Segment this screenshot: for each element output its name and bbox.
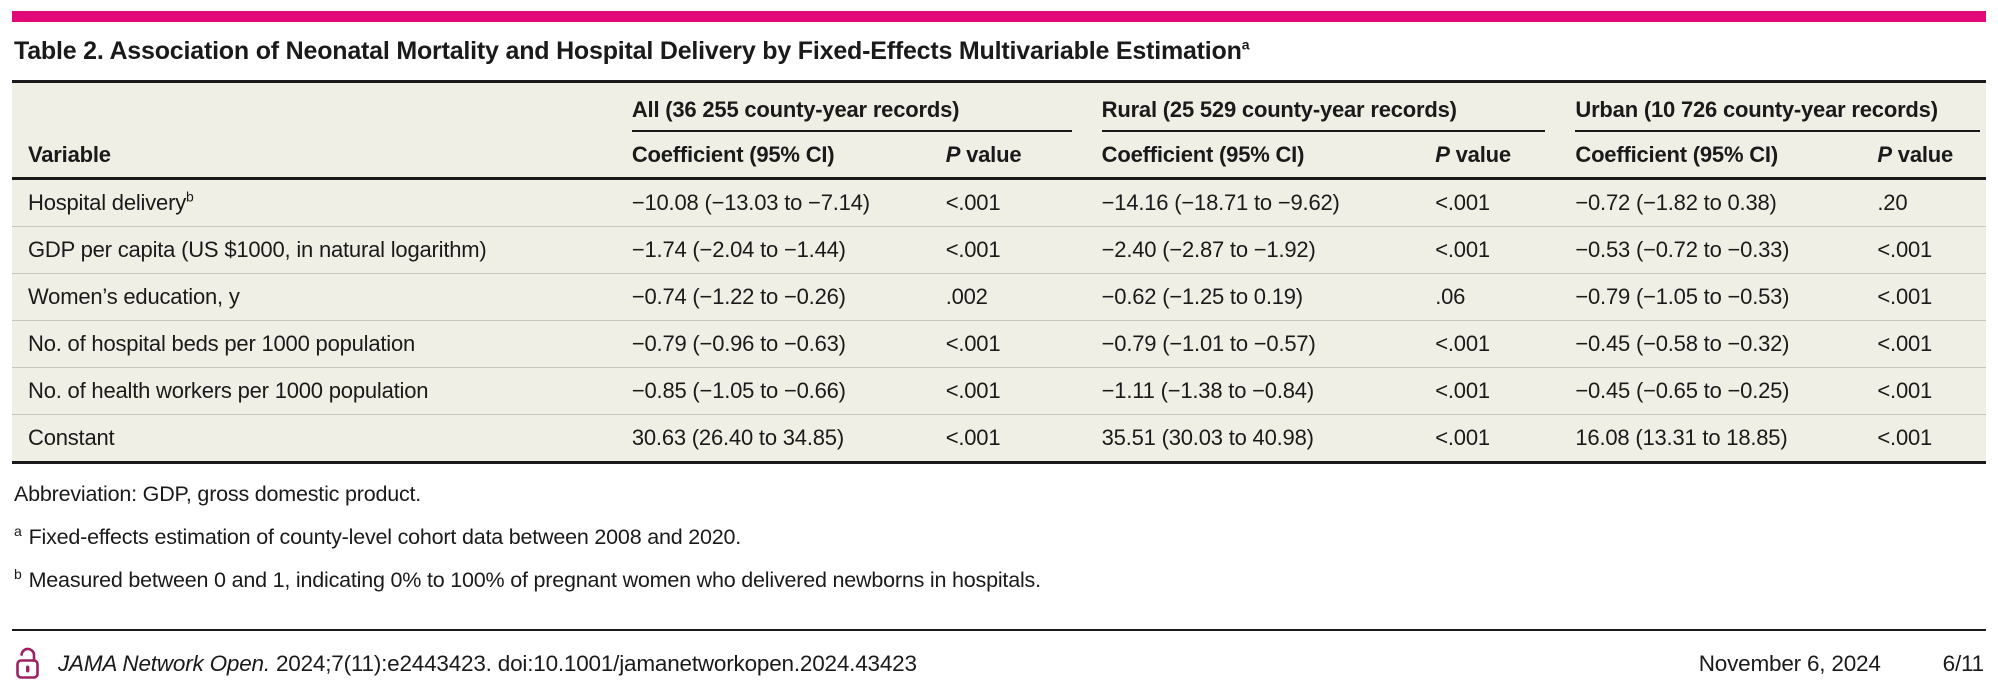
- footnote-b-marker: b: [14, 566, 22, 583]
- publication-date: November 6, 2024: [1698, 651, 1881, 677]
- group-header-all: All (36 255 county-year records): [631, 82, 1102, 132]
- group-header-urban: Urban (10 726 county-year records): [1575, 82, 1986, 132]
- cell-urban-coefficient: −0.79 (−1.05 to −0.53): [1575, 273, 1878, 321]
- cell-urban-pvalue: <.001: [1877, 367, 1986, 415]
- cell-rural-coefficient: −1.11 (−1.38 to −0.84): [1101, 367, 1436, 415]
- cell-all-pvalue: <.001: [945, 190, 1001, 215]
- column-header-all-coefficient: Coefficient (95% CI): [631, 132, 946, 180]
- footer-meta-block: November 6, 2024 6/11: [1699, 651, 1984, 677]
- group-header-spacer: [12, 82, 632, 133]
- table-title: Table 2. Association of Neonatal Mortali…: [12, 22, 1986, 80]
- cell-all-coefficient: −1.74 (−2.04 to −1.44): [631, 226, 946, 274]
- column-header-rural-coefficient: Coefficient (95% CI): [1101, 132, 1436, 180]
- journal-name: JAMA Network Open.: [58, 651, 270, 677]
- cell-rural-pvalue: .06: [1435, 273, 1576, 321]
- open-access-lock-icon: [14, 647, 42, 681]
- cell-urban-coefficient: 16.08 (13.31 to 18.85): [1575, 414, 1878, 463]
- article-page: Table 2. Association of Neonatal Mortali…: [0, 11, 1998, 681]
- cell-all-pvalue: <.001: [945, 320, 1102, 368]
- group-header-row: All (36 255 county-year records) Rural (…: [12, 82, 1986, 133]
- table-row-gdp-per-capita: GDP per capita (US $1000, in natural log…: [12, 226, 1986, 274]
- table-row-constant: Constant 30.63 (26.40 to 34.85) <.001 35…: [12, 414, 1986, 463]
- cell-urban-coefficient: −0.72 (−1.82 to 0.38): [1575, 190, 1777, 215]
- cell-urban-pvalue: .20: [1877, 190, 1908, 215]
- cell-all-pvalue: .002: [945, 273, 1102, 321]
- cell-urban-pvalue: <.001: [1877, 320, 1986, 368]
- cell-urban-pvalue: <.001: [1877, 273, 1986, 321]
- footnote-a: a Fixed-effects estimation of county-leve…: [14, 523, 1984, 550]
- footnote-b: b Measured between 0 and 1, indicating 0%…: [14, 566, 1984, 593]
- group-header-rural: Rural (25 529 county-year records): [1101, 82, 1576, 132]
- journal-citation: JAMA Network Open. 2024;7(11):e2443423. …: [58, 651, 917, 677]
- cell-rural-coefficient: −0.62 (−1.25 to 0.19): [1101, 273, 1436, 321]
- row-variable: Hospital deliveryb: [28, 188, 194, 215]
- table-title-text: Table 2. Association of Neonatal Mortali…: [14, 37, 1242, 65]
- cell-urban-pvalue: <.001: [1877, 414, 1986, 463]
- cell-urban-coefficient: −0.53 (−0.72 to −0.33): [1575, 226, 1878, 274]
- cell-rural-pvalue: <.001: [1435, 226, 1576, 274]
- citation-details: 2024;7(11):e2443423. doi:10.1001/jamanet…: [275, 651, 917, 677]
- table-row-hospital-delivery: Hospital deliveryb −10.08 (−13.03 to −7.…: [12, 179, 1986, 227]
- row-variable: GDP per capita (US $1000, in natural log…: [12, 226, 632, 274]
- column-header-all-pvalue: P value: [945, 132, 1102, 180]
- table-footnotes: Abbreviation: GDP, gross domestic produc…: [12, 464, 1986, 593]
- cell-rural-coefficient: −2.40 (−2.87 to −1.92): [1101, 226, 1436, 274]
- cell-all-pvalue: <.001: [945, 367, 1102, 415]
- row-variable: Constant: [12, 414, 632, 463]
- results-table: All (36 255 county-year records) Rural (…: [12, 80, 1986, 464]
- cell-all-pvalue: <.001: [945, 414, 1102, 463]
- page-footer: JAMA Network Open. 2024;7(11):e2443423. …: [12, 631, 1986, 681]
- cell-rural-coefficient: −14.16 (−18.71 to −9.62): [1101, 190, 1340, 215]
- column-header-variable: Variable: [12, 132, 632, 180]
- table-row-hospital-beds: No. of hospital beds per 1000 population…: [12, 320, 1986, 368]
- cell-all-coefficient: 30.63 (26.40 to 34.85): [631, 414, 946, 463]
- cell-all-coefficient: −0.85 (−1.05 to −0.66): [631, 367, 946, 415]
- table-row-womens-education: Women’s education, y −0.74 (−1.22 to −0.…: [12, 273, 1986, 321]
- footer-divider: [12, 629, 1986, 632]
- row-variable: Women’s education, y: [12, 273, 632, 321]
- footnote-b-text: Measured between 0 and 1, indicating 0% …: [28, 568, 1041, 593]
- footnote-a-text: Fixed-effects estimation of county-level…: [28, 525, 742, 550]
- jama-accent-bar: [12, 11, 1986, 22]
- cell-all-pvalue: <.001: [945, 226, 1102, 274]
- column-header-row: Variable Coefficient (95% CI) P value Co…: [12, 132, 1986, 180]
- cell-rural-coefficient: 35.51 (30.03 to 40.98): [1101, 414, 1436, 463]
- cell-rural-pvalue: <.001: [1435, 367, 1576, 415]
- row-variable: No. of hospital beds per 1000 population: [12, 320, 632, 368]
- table-title-superscript: a: [1241, 36, 1250, 53]
- footnote-a-marker: a: [14, 523, 22, 539]
- column-header-urban-pvalue: P value: [1877, 132, 1986, 180]
- footer-citation-block: JAMA Network Open. 2024;7(11):e2443423. …: [14, 647, 917, 681]
- cell-rural-coefficient: −0.79 (−1.01 to −0.57): [1101, 320, 1436, 368]
- cell-all-coefficient: −0.74 (−1.22 to −0.26): [631, 273, 946, 321]
- column-header-rural-pvalue: P value: [1435, 132, 1576, 180]
- page-number: 6/11: [1942, 651, 1985, 677]
- cell-rural-pvalue: <.001: [1435, 414, 1576, 463]
- row-variable: No. of health workers per 1000 populatio…: [12, 367, 632, 415]
- cell-urban-coefficient: −0.45 (−0.58 to −0.32): [1575, 320, 1878, 368]
- cell-urban-pvalue: <.001: [1877, 226, 1986, 274]
- cell-rural-pvalue: <.001: [1435, 320, 1576, 368]
- cell-rural-pvalue: <.001: [1435, 190, 1490, 215]
- table-row-health-workers: No. of health workers per 1000 populatio…: [12, 367, 1986, 415]
- cell-all-coefficient: −0.79 (−0.96 to −0.63): [631, 320, 946, 368]
- cell-all-coefficient: −10.08 (−13.03 to −7.14): [631, 190, 870, 215]
- footnote-abbreviation: Abbreviation: GDP, gross domestic produc…: [14, 482, 422, 506]
- cell-urban-coefficient: −0.45 (−0.65 to −0.25): [1575, 367, 1878, 415]
- column-header-urban-coefficient: Coefficient (95% CI): [1575, 132, 1878, 180]
